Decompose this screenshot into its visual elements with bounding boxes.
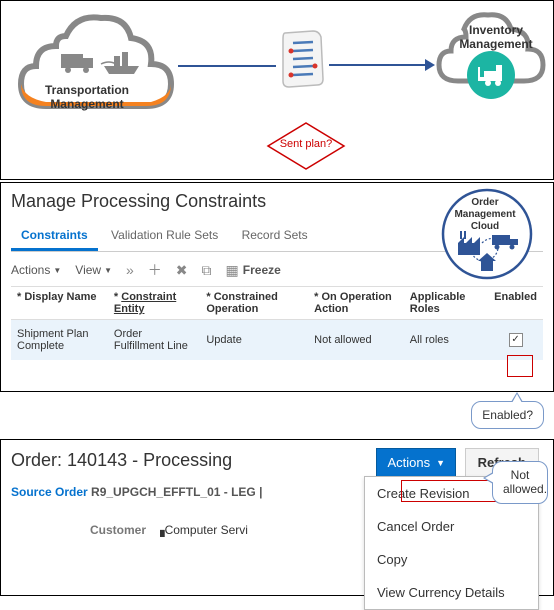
- col-on-op-action[interactable]: * On Operation Action: [308, 287, 404, 320]
- cell-on-op-action: Not allowed: [308, 320, 404, 361]
- callout-enabled: Enabled?: [471, 401, 544, 429]
- tab-record-sets[interactable]: Record Sets: [232, 222, 318, 248]
- actions-button[interactable]: Actions▼: [376, 448, 456, 477]
- menu-cancel-order[interactable]: Cancel Order: [365, 510, 538, 543]
- arrow-segment-2: [329, 64, 429, 66]
- decision-diamond: Sent plan?: [266, 121, 346, 171]
- delete-icon[interactable]: ✖: [176, 262, 188, 279]
- plan-document-icon: [279, 29, 327, 92]
- col-constrained-op[interactable]: * Constrained Operation: [200, 287, 308, 320]
- menu-copy[interactable]: Copy: [365, 543, 538, 576]
- callout-not-allowed: Not allowed.: [492, 461, 548, 504]
- transportation-label: Transportation Management: [37, 83, 137, 112]
- decision-text: Sent plan?: [266, 138, 346, 150]
- arrow-segment-1: [178, 65, 276, 67]
- col-enabled[interactable]: Enabled: [488, 287, 543, 320]
- order-title: Order: 140143 - Processing: [11, 450, 543, 471]
- tab-constraints[interactable]: Constraints: [11, 222, 98, 251]
- constraints-table: * Display Name * Constraint Entity * Con…: [11, 286, 543, 360]
- constraints-panel: Manage Processing Constraints: [0, 182, 554, 392]
- arrow-head-icon: [425, 59, 435, 71]
- inventory-cloud: [436, 1, 546, 114]
- order-panel: Order: 140143 - Processing Source Order …: [0, 439, 554, 596]
- cell-constrained-op: Update: [200, 320, 308, 361]
- col-constraint-entity[interactable]: * Constraint Entity: [108, 287, 200, 320]
- cell-constraint-entity: Order Fulfillment Line: [108, 320, 200, 361]
- menu-view-currency[interactable]: View Currency Details: [365, 576, 538, 609]
- inventory-label: Inventory Management: [456, 23, 536, 52]
- col-display-name[interactable]: * Display Name: [11, 287, 108, 320]
- actions-menu[interactable]: Actions ▼: [11, 263, 61, 277]
- cell-roles: All roles: [404, 320, 488, 361]
- col-applicable-roles[interactable]: Applicable Roles: [404, 287, 488, 320]
- freeze-toggle[interactable]: ▦ Freeze: [226, 262, 281, 279]
- duplicate-icon[interactable]: ⧉: [202, 262, 212, 279]
- add-icon[interactable]: ＋: [148, 260, 162, 280]
- tab-validation-rule-sets[interactable]: Validation Rule Sets: [101, 222, 228, 248]
- architecture-diagram: Transportation Management: [0, 0, 554, 180]
- view-menu[interactable]: View ▼: [75, 263, 112, 277]
- cell-enabled: ✓: [488, 320, 543, 361]
- highlight-enabled-box: [507, 355, 533, 377]
- expand-icon[interactable]: »: [126, 262, 134, 278]
- cell-display-name: Shipment Plan Complete: [11, 320, 108, 361]
- flag-icon: ▗: [155, 523, 164, 537]
- omc-badge-label: Order Management Cloud: [450, 197, 520, 233]
- enabled-checkbox[interactable]: ✓: [509, 333, 523, 347]
- table-row[interactable]: Shipment Plan Complete Order Fulfillment…: [11, 320, 543, 361]
